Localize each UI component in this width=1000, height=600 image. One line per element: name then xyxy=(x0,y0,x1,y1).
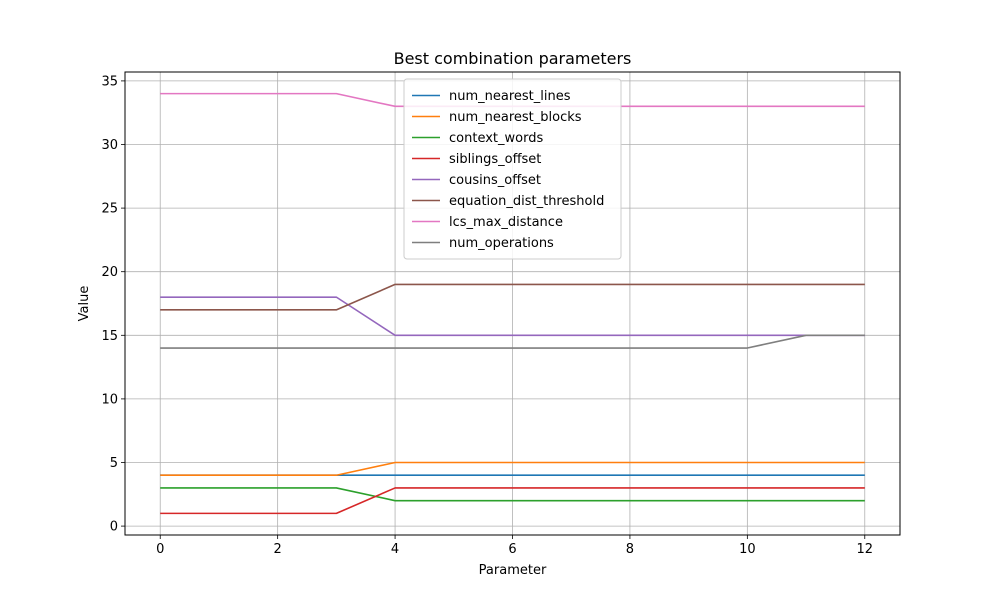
series-line-siblings-offset xyxy=(160,487,865,515)
series-line-num-operations xyxy=(160,334,865,349)
y-axis-label: Value xyxy=(77,286,92,322)
x-tick-label: 12 xyxy=(856,542,873,557)
x-tick-label: 2 xyxy=(274,542,282,557)
y-tick-label: 15 xyxy=(101,329,118,344)
x-axis-label: Parameter xyxy=(479,563,547,578)
series-line-cousins-offset xyxy=(160,296,865,337)
series-line-num-nearest-blocks xyxy=(160,461,865,477)
x-tick-label: 6 xyxy=(508,542,516,557)
y-tick-label: 10 xyxy=(101,392,118,407)
y-tick-label: 25 xyxy=(101,202,118,217)
legend-label: num_nearest_blocks xyxy=(449,110,582,125)
legend-label: cousins_offset xyxy=(449,173,541,188)
legend-label: lcs_max_distance xyxy=(449,215,563,230)
y-tick-label: 35 xyxy=(101,74,118,89)
legend-label: context_words xyxy=(449,131,543,146)
y-tick-label: 20 xyxy=(101,265,118,280)
y-tick-label: 0 xyxy=(110,520,118,535)
legend-label: num_operations xyxy=(449,236,554,251)
series-line-context-words xyxy=(160,487,865,502)
x-tick-label: 8 xyxy=(626,542,634,557)
chart-title: Best combination parameters xyxy=(394,49,632,68)
y-tick-label: 5 xyxy=(110,456,118,471)
x-tick-label: 4 xyxy=(391,542,399,557)
x-tick-label: 10 xyxy=(739,542,756,557)
legend-box xyxy=(403,78,622,260)
x-tick-label: 0 xyxy=(156,542,164,557)
axis-ticks: 0 2 4 6 8 10 12 0 5 10 15 20 25 30 35 xyxy=(101,74,873,557)
legend-label: equation_dist_threshold xyxy=(449,194,604,209)
legend-label: siblings_offset xyxy=(449,152,541,167)
legend: num_nearest_lines num_nearest_blocksconte… xyxy=(403,78,622,260)
legend-label: num_nearest_lines xyxy=(449,89,571,104)
y-tick-label: 30 xyxy=(101,138,118,153)
series-line-equation-dist-threshold xyxy=(160,283,865,311)
